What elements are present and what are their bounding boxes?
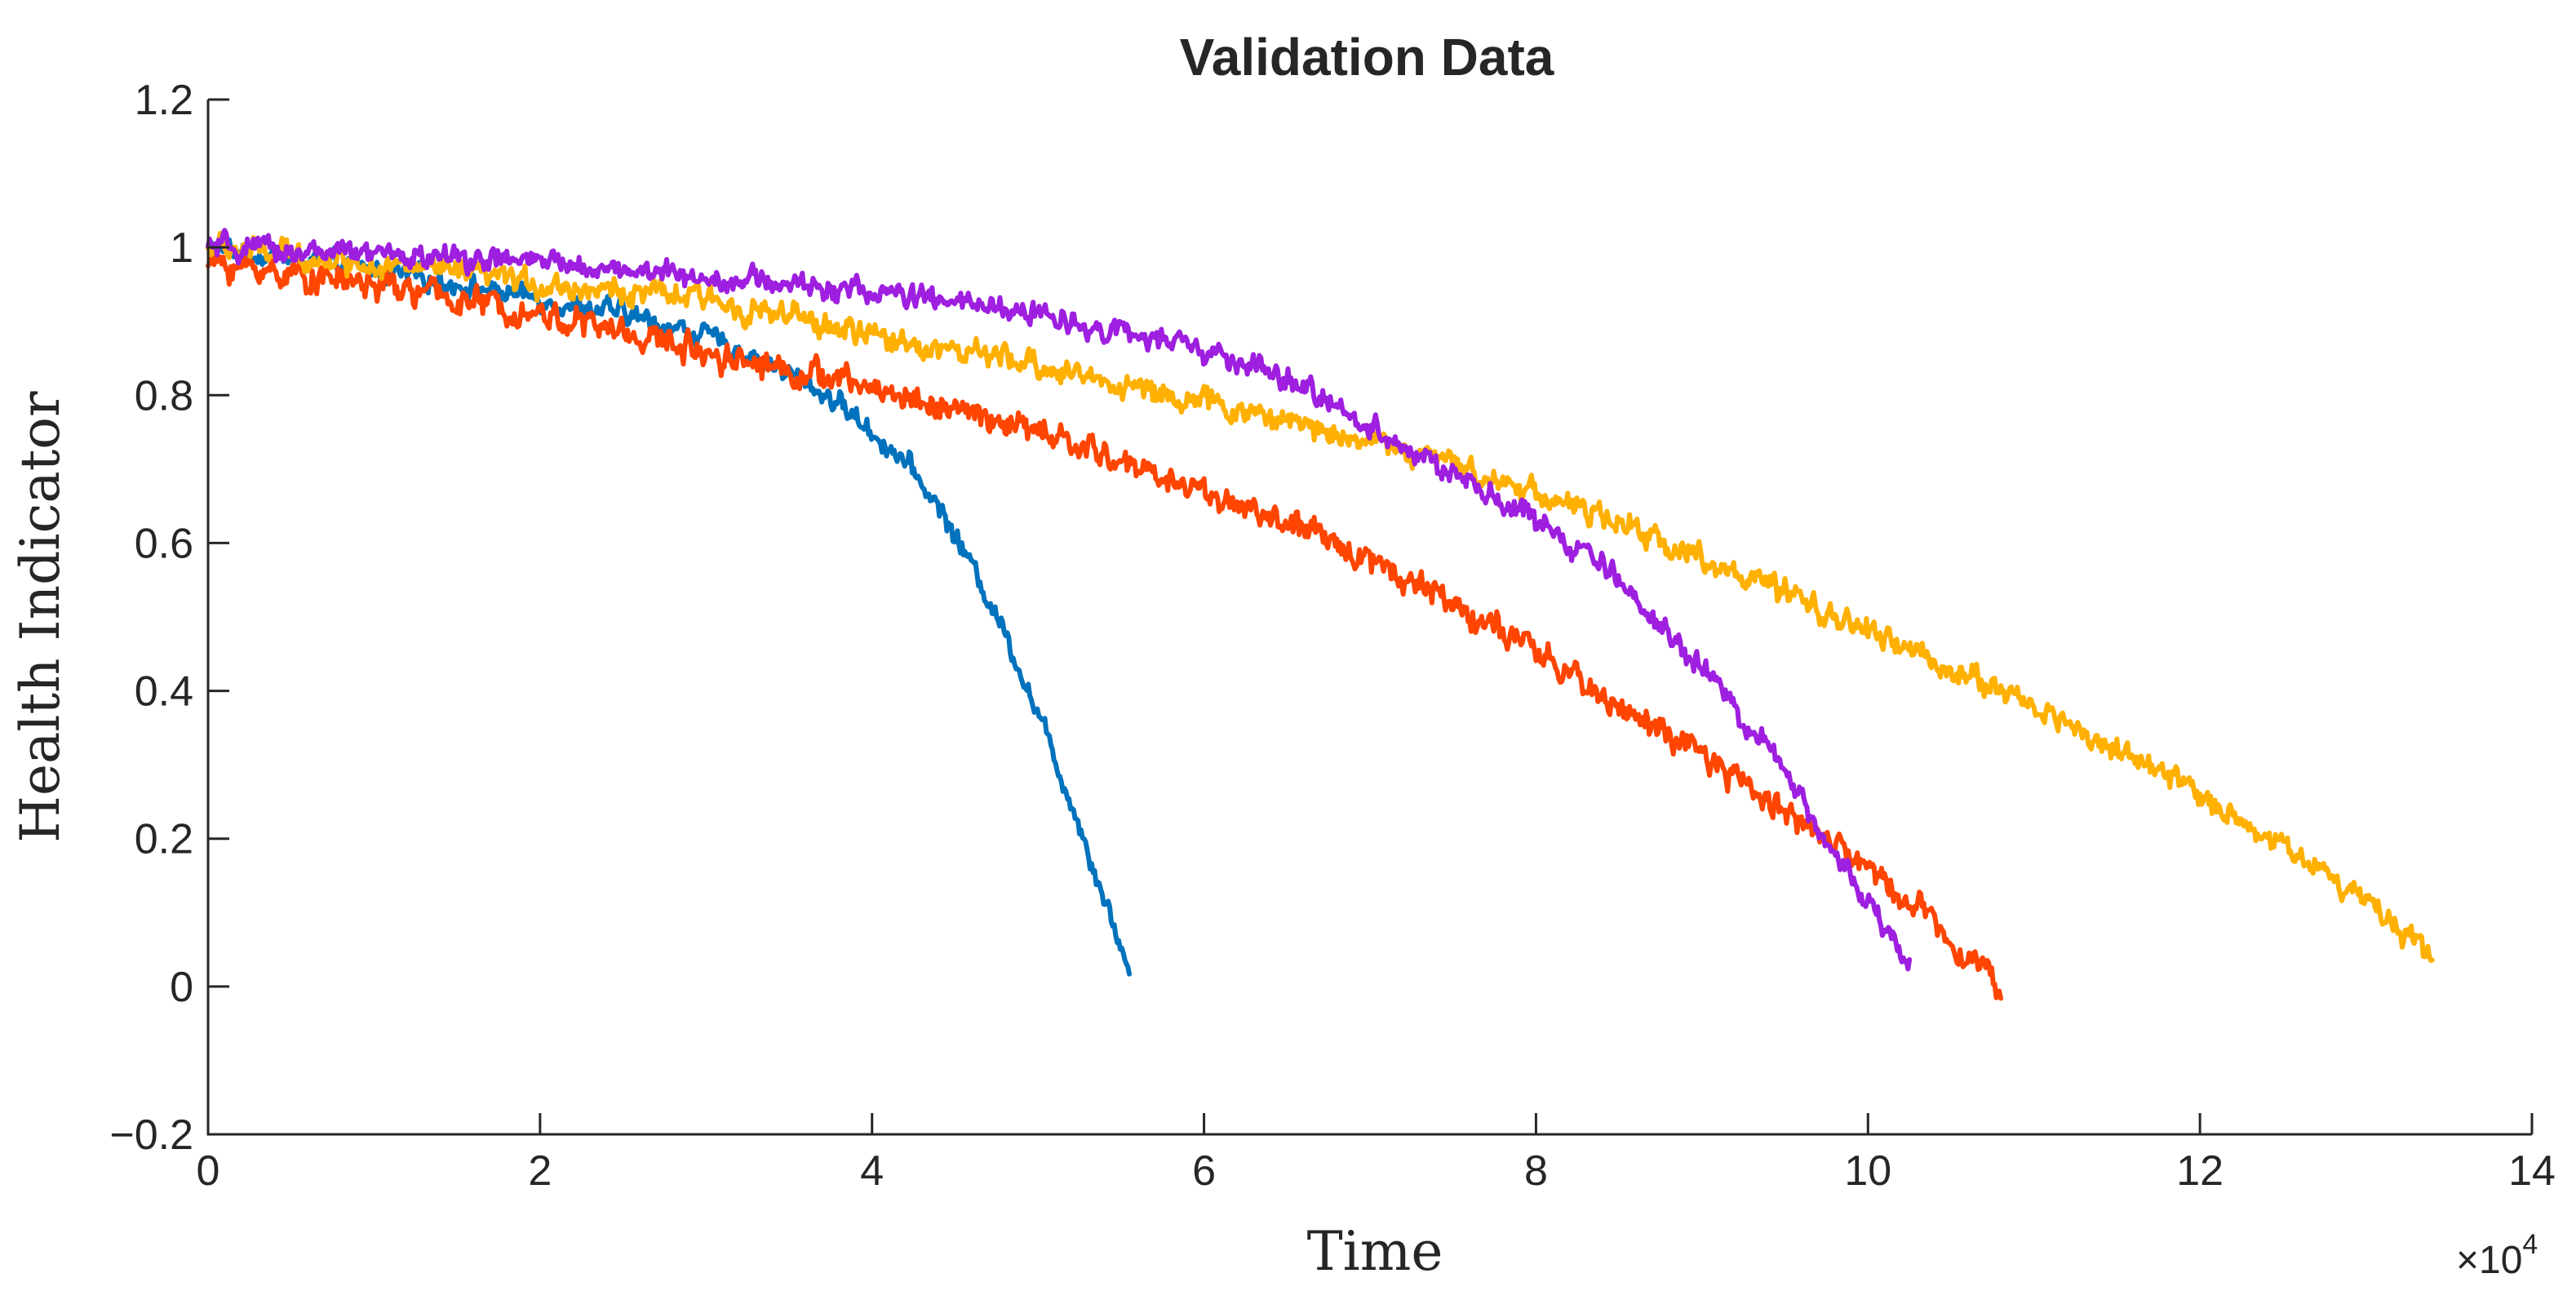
chart-title: Validation Data (1180, 28, 1554, 87)
x-tick-label: 8 (1524, 1147, 1548, 1195)
x-ticks: 0 2 4 6 8 10 12 14 (197, 1113, 2556, 1195)
x-tick-label: 4 (860, 1147, 884, 1195)
y-tick-label: 0.2 (135, 816, 193, 863)
x-exponent-base: ×10 (2456, 1239, 2522, 1282)
series-line-2 (206, 248, 2003, 1001)
y-tick-label: −0.2 (109, 1111, 193, 1159)
x-exponent-power: 4 (2522, 1229, 2538, 1260)
x-tick-label: 0 (197, 1147, 220, 1195)
y-tick-label: 0.6 (135, 520, 193, 567)
y-ticks: −0.2 0 0.2 0.4 0.6 0.8 1 1.2 (109, 77, 229, 1159)
x-tick-label: 14 (2508, 1147, 2556, 1195)
y-axis-label: Health Indicator (9, 391, 72, 843)
series-line-4 (206, 228, 1913, 972)
x-tick-label: 10 (1844, 1147, 1891, 1195)
x-tick-label: 12 (2176, 1147, 2224, 1195)
y-tick-label: 1 (170, 224, 193, 272)
x-tick-label: 6 (1192, 1147, 1216, 1195)
series-layer (206, 228, 2435, 1001)
x-tick-label: 2 (528, 1147, 552, 1195)
x-exponent-label: ×104 (2456, 1229, 2538, 1282)
series-line-3 (206, 230, 2435, 963)
y-tick-label: 0 (170, 964, 193, 1011)
y-tick-label: 0.4 (135, 668, 193, 716)
y-tick-label: 1.2 (135, 77, 193, 124)
y-tick-label: 0.8 (135, 372, 193, 419)
x-axis-label: Time (1307, 1220, 1443, 1283)
series-line-1 (206, 236, 1132, 977)
